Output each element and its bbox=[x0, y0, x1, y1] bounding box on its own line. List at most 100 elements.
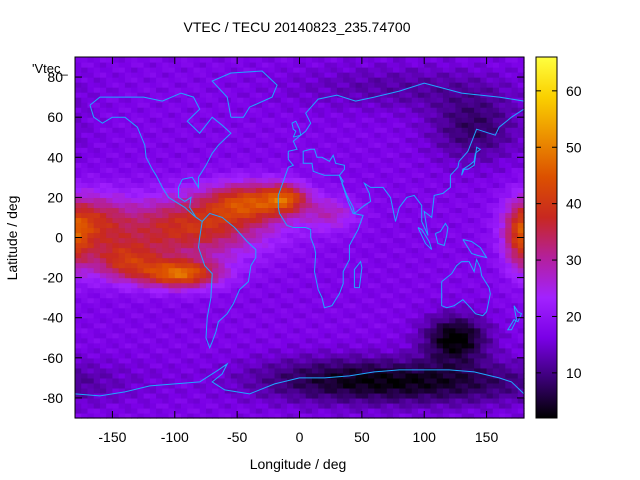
heatmap-cell bbox=[99, 197, 107, 203]
heatmap-cell bbox=[143, 207, 151, 214]
heatmap-cell bbox=[417, 402, 425, 409]
heatmap-cell bbox=[336, 212, 344, 219]
heatmap-cell bbox=[480, 87, 488, 93]
heatmap-cell bbox=[143, 312, 151, 319]
heatmap-cell bbox=[436, 57, 444, 63]
heatmap-cell bbox=[417, 377, 425, 384]
heatmap-cell bbox=[461, 267, 469, 274]
heatmap-cell bbox=[411, 72, 419, 78]
heatmap-cell bbox=[374, 362, 382, 369]
heatmap-cell bbox=[399, 147, 407, 153]
heatmap-cell bbox=[174, 302, 182, 309]
heatmap-cell bbox=[81, 212, 89, 219]
heatmap-cell bbox=[81, 112, 89, 118]
heatmap-cell bbox=[417, 397, 425, 404]
heatmap-cell bbox=[411, 297, 419, 304]
heatmap-cell bbox=[137, 317, 145, 324]
heatmap-cell bbox=[386, 287, 394, 294]
heatmap-cell bbox=[280, 277, 288, 284]
heatmap-cell bbox=[230, 352, 238, 359]
heatmap-cell bbox=[455, 102, 463, 108]
heatmap-cell bbox=[480, 387, 488, 394]
heatmap-cell bbox=[181, 172, 188, 178]
heatmap-cell bbox=[93, 267, 101, 274]
heatmap-cell bbox=[255, 247, 263, 254]
heatmap-cell bbox=[118, 162, 126, 168]
heatmap-cell bbox=[355, 372, 363, 379]
heatmap-cell bbox=[168, 232, 176, 239]
heatmap-cell bbox=[455, 57, 463, 63]
heatmap-cell bbox=[131, 157, 138, 163]
heatmap-cell bbox=[255, 72, 263, 78]
heatmap-cell bbox=[93, 292, 101, 299]
heatmap-cell bbox=[355, 132, 363, 138]
heatmap-cell bbox=[174, 117, 182, 123]
heatmap-cell bbox=[268, 127, 276, 133]
heatmap-cell bbox=[499, 87, 506, 93]
heatmap-cell bbox=[399, 387, 407, 394]
heatmap-cell bbox=[480, 147, 488, 153]
heatmap-cell bbox=[349, 272, 357, 279]
heatmap-cell bbox=[499, 412, 506, 419]
heatmap-cell bbox=[399, 287, 407, 294]
heatmap-cell bbox=[399, 412, 407, 419]
heatmap-cell bbox=[393, 207, 400, 214]
heatmap-cell bbox=[268, 377, 276, 384]
heatmap-cell bbox=[149, 122, 157, 128]
heatmap-cell bbox=[499, 267, 506, 274]
heatmap-cell bbox=[480, 237, 488, 244]
heatmap-cell bbox=[280, 132, 288, 138]
heatmap-cell bbox=[299, 242, 307, 249]
heatmap-cell bbox=[274, 222, 282, 229]
heatmap-cell bbox=[143, 87, 151, 93]
heatmap-cell bbox=[112, 352, 120, 359]
heatmap-cell bbox=[81, 57, 89, 63]
heatmap-cell bbox=[486, 222, 494, 229]
heatmap-cell bbox=[75, 137, 82, 143]
heatmap-cell bbox=[162, 372, 170, 379]
heatmap-cell bbox=[436, 207, 444, 214]
heatmap-cell bbox=[174, 152, 182, 158]
heatmap-cell bbox=[393, 282, 400, 289]
heatmap-cell bbox=[411, 412, 419, 419]
heatmap-cell bbox=[417, 142, 425, 148]
heatmap-cell bbox=[405, 372, 413, 379]
heatmap-cell bbox=[442, 322, 450, 329]
heatmap-cell bbox=[324, 397, 332, 404]
heatmap-cell bbox=[474, 102, 481, 108]
heatmap-cell bbox=[162, 322, 170, 329]
heatmap-cell bbox=[436, 152, 444, 158]
heatmap-cell bbox=[486, 297, 494, 304]
heatmap-cell bbox=[461, 387, 469, 394]
heatmap-cell bbox=[492, 332, 500, 339]
heatmap-cell bbox=[311, 137, 319, 143]
heatmap-cell bbox=[474, 217, 481, 224]
heatmap-cell bbox=[168, 107, 176, 113]
heatmap-cell bbox=[287, 152, 294, 158]
heatmap-cell bbox=[311, 277, 319, 284]
heatmap-cell bbox=[336, 297, 344, 304]
heatmap-cell bbox=[274, 212, 282, 219]
heatmap-cell bbox=[330, 232, 338, 239]
heatmap-cell bbox=[81, 407, 89, 414]
heatmap-cell bbox=[480, 297, 488, 304]
heatmap-cell bbox=[343, 307, 350, 314]
heatmap-cell bbox=[480, 227, 488, 234]
heatmap-cell bbox=[361, 192, 369, 198]
heatmap-cell bbox=[505, 407, 513, 414]
heatmap-cell bbox=[255, 402, 263, 409]
heatmap-cell bbox=[492, 217, 500, 224]
heatmap-cell bbox=[131, 387, 138, 394]
heatmap-cell bbox=[467, 207, 475, 214]
heatmap-cell bbox=[430, 257, 438, 264]
heatmap-cell bbox=[411, 397, 419, 404]
heatmap-cell bbox=[249, 137, 257, 143]
heatmap-cell bbox=[361, 352, 369, 359]
heatmap-cell bbox=[268, 312, 276, 319]
heatmap-cell bbox=[137, 187, 145, 193]
heatmap-cell bbox=[361, 397, 369, 404]
heatmap-cell bbox=[93, 122, 101, 128]
heatmap-cell bbox=[199, 87, 207, 93]
heatmap-cell bbox=[436, 282, 444, 289]
heatmap-cell bbox=[230, 282, 238, 289]
